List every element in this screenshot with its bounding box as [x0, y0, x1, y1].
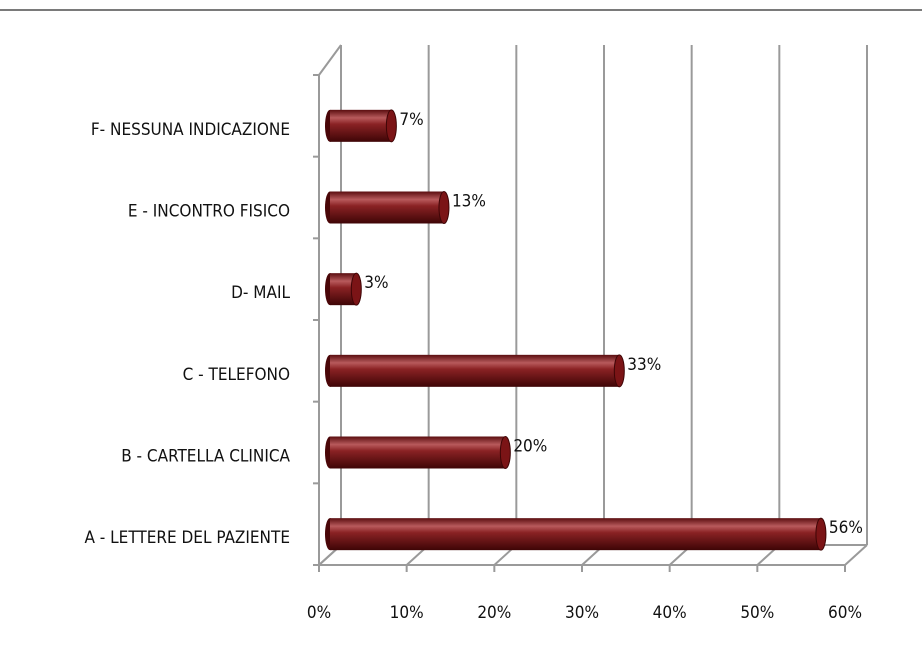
bar-cap [815, 517, 827, 551]
bar [330, 354, 620, 387]
x-tick-label: 10% [390, 603, 424, 623]
x-tick-label: 60% [828, 603, 862, 623]
value-label: 33% [627, 355, 661, 375]
x-tick-label: 40% [653, 603, 687, 623]
y-tick-label: A - LETTERE DEL PAZIENTE [84, 528, 290, 548]
value-label: 56% [829, 518, 863, 538]
value-label: 3% [364, 273, 388, 293]
bar [330, 436, 506, 469]
x-tick-label: 20% [477, 603, 511, 623]
bar-cap [385, 109, 397, 143]
y-tick-label: F- NESSUNA INDICAZIONE [91, 120, 290, 140]
x-tick-label: 30% [565, 603, 599, 623]
value-label: 13% [452, 192, 486, 212]
bar [330, 518, 821, 551]
bar-cap [499, 436, 511, 469]
y-tick-label: E - INCONTRO FISICO [128, 202, 290, 222]
bar-cap [438, 191, 450, 224]
x-tick-label: 0% [307, 603, 331, 623]
y-tick-label: B - CARTELLA CLINICA [121, 447, 290, 467]
bar [330, 191, 444, 224]
bar [330, 109, 392, 142]
value-label: 20% [513, 437, 547, 457]
grid-depth [844, 544, 868, 566]
x-tick-label: 50% [740, 603, 774, 623]
y-tick-label: C - TELEFONO [183, 365, 290, 385]
y-tick-label: D- MAIL [231, 283, 290, 303]
bar-cap [613, 354, 625, 388]
bar-cap [350, 272, 362, 306]
value-label: 7% [399, 110, 423, 130]
